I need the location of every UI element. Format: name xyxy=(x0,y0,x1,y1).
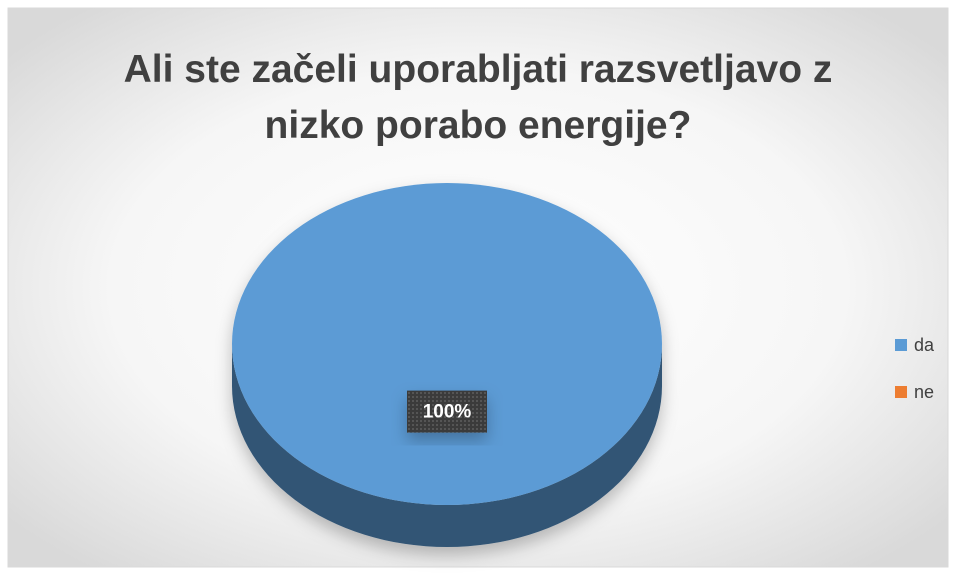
pie xyxy=(232,183,662,547)
legend-swatch xyxy=(895,386,907,398)
legend-label: da xyxy=(914,335,935,355)
data-label-box xyxy=(407,390,487,433)
pie-slice xyxy=(232,183,662,505)
legend-label: ne xyxy=(914,382,934,402)
data-label: 100% xyxy=(423,402,472,423)
legend-swatch xyxy=(895,339,907,351)
pie-side xyxy=(232,344,662,547)
chart-title: Ali ste začeli uporabljati razsvetljavo … xyxy=(124,48,833,147)
